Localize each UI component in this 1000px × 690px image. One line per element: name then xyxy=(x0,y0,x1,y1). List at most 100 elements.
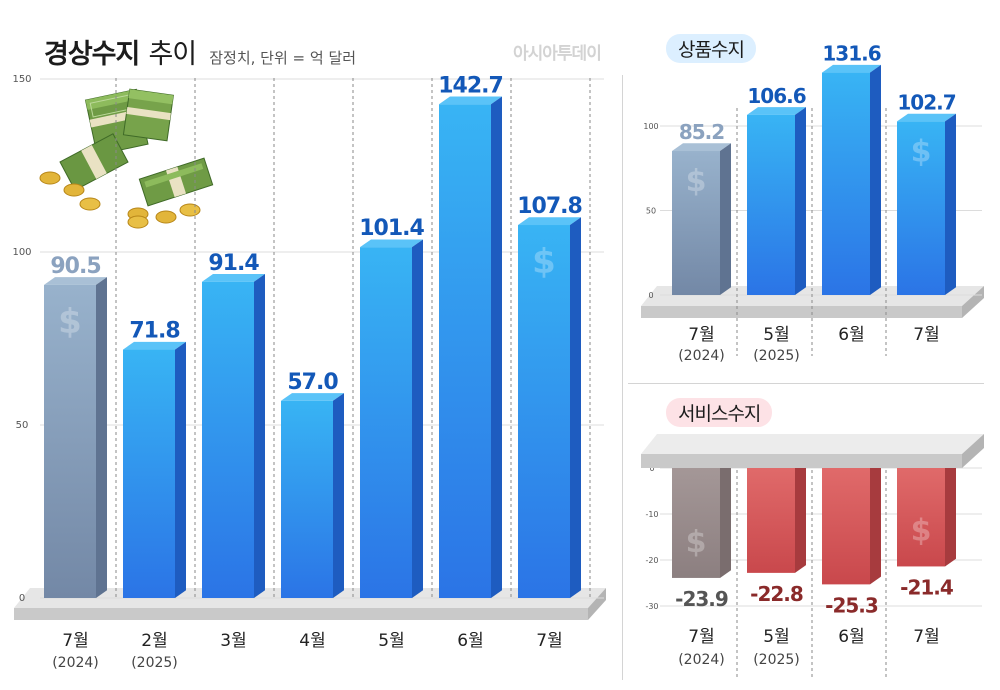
dollar-icon: $ xyxy=(58,302,82,342)
bar-top xyxy=(897,113,956,122)
y-tick-label: -20 xyxy=(645,556,658,565)
bar-front xyxy=(202,281,254,598)
bar-top xyxy=(360,239,423,248)
bar-side xyxy=(96,277,107,598)
services-bars: $ -23.9 7월 (2024) -22.8 5월 (2025) -25.3 6월 $ -21.4… xyxy=(672,460,956,668)
x-tick-label: 7월 xyxy=(913,627,939,647)
title-main: 경상수지 xyxy=(44,39,140,70)
bar-front xyxy=(672,468,720,578)
x-tick-label: 6월 xyxy=(457,631,483,651)
value-label: 90.5 xyxy=(50,254,100,279)
y-tick-label: 50 xyxy=(16,420,29,431)
x-tick-year: (2024) xyxy=(678,652,725,668)
y-tick-label: 0 xyxy=(649,464,654,473)
main-bars: $90.5 7월 (2024) 71.8 2월 (2025) 91.4 3월 57.0 4월 101… xyxy=(44,73,583,671)
bar-4: $ -21.4 7월 xyxy=(897,460,956,647)
goods-bars: $85.2 7월 (2024) 106.6 5월 (2025) 131.6 6월 $102.7 7… xyxy=(672,42,957,364)
bar-side xyxy=(795,460,806,573)
x-tick-label: 5월 xyxy=(378,631,404,651)
bar-front xyxy=(747,114,795,295)
value-label: 101.4 xyxy=(359,216,424,241)
y-tick-label: 0 xyxy=(19,593,25,604)
bar-3: 131.6 6월 xyxy=(822,42,882,345)
bar-1: $90.5 7월 (2024) xyxy=(44,254,107,671)
value-label: 107.8 xyxy=(517,194,582,219)
bar-top xyxy=(123,341,186,350)
bar-front xyxy=(672,151,720,295)
value-label: 106.6 xyxy=(747,84,805,108)
bar-6: 142.7 6월 xyxy=(438,73,504,651)
bar-1: $85.2 7월 (2024) xyxy=(672,120,731,364)
bar-2: -22.8 5월 (2025) xyxy=(747,460,806,668)
bar-2: 106.6 5월 (2025) xyxy=(747,84,807,364)
x-tick-label: 7월 xyxy=(536,631,562,651)
bar-front xyxy=(360,247,412,598)
bar-3: 91.4 3월 xyxy=(202,251,265,651)
bar-top xyxy=(822,64,881,73)
bar-side xyxy=(491,96,502,599)
x-tick-year: (2025) xyxy=(131,655,178,671)
y-tick-label: 50 xyxy=(646,207,656,216)
bar-side xyxy=(795,107,806,296)
y-tick-label: 150 xyxy=(12,74,31,85)
bar-side xyxy=(945,460,956,567)
bar-front xyxy=(747,468,795,573)
bar-side xyxy=(333,393,344,598)
y-tick-label: -10 xyxy=(645,510,658,519)
y-tick-label: 0 xyxy=(648,291,653,300)
bar-front xyxy=(822,468,870,585)
value-label: -25.3 xyxy=(825,593,878,617)
bar-top xyxy=(672,143,731,152)
value-label: -23.9 xyxy=(675,587,728,611)
bar-side xyxy=(720,143,731,295)
bar-front xyxy=(518,225,570,598)
bar-side xyxy=(945,113,956,295)
bar-3: -25.3 6월 xyxy=(822,460,881,647)
bar-top xyxy=(281,393,344,401)
bar-front xyxy=(897,121,945,295)
dollar-icon: $ xyxy=(911,134,932,169)
bar-top xyxy=(44,277,107,285)
title-suffix: 추이 xyxy=(148,39,197,70)
bar-front xyxy=(439,104,491,599)
bar-side xyxy=(720,460,731,578)
y-tick-label: 100 xyxy=(12,247,31,258)
brand-watermark: 아시아투데이 xyxy=(513,44,602,64)
x-tick-label: 7월 xyxy=(688,627,714,647)
bar-front xyxy=(44,284,96,598)
money-illustration xyxy=(39,88,214,229)
bar-top xyxy=(202,274,265,282)
panel-divider-horizontal xyxy=(628,383,984,384)
bar-front xyxy=(822,72,870,295)
bar-2: 71.8 2월 (2025) xyxy=(123,319,186,671)
x-tick-year: (2024) xyxy=(52,655,99,671)
value-label: 57.0 xyxy=(287,370,338,395)
dollar-icon: $ xyxy=(686,164,707,199)
bar-4: 57.0 4월 xyxy=(281,370,344,651)
panel-divider-vertical xyxy=(622,75,623,680)
x-tick-label: 6월 xyxy=(838,325,864,345)
y-tick-label: 100 xyxy=(643,122,658,131)
value-label: 102.7 xyxy=(897,90,955,114)
bar-top xyxy=(747,107,806,115)
bar-side xyxy=(570,217,581,598)
x-tick-year: (2025) xyxy=(753,652,800,668)
x-tick-label: 6월 xyxy=(838,627,864,647)
x-tick-year: (2024) xyxy=(678,348,725,364)
bar-front xyxy=(897,468,945,567)
bar-front xyxy=(281,400,333,598)
bar-side xyxy=(412,239,423,598)
services-chart-ceiling xyxy=(641,434,984,468)
x-tick-label: 7월 xyxy=(62,631,88,651)
bar-1: $ -23.9 7월 (2024) xyxy=(672,460,731,668)
value-label: -22.8 xyxy=(750,582,803,606)
bar-5: 101.4 5월 xyxy=(359,216,425,651)
value-label: 131.6 xyxy=(822,42,880,66)
x-tick-label: 7월 xyxy=(913,325,939,345)
chart-title: 경상수지 추이 잠정치, 단위 = 억 달러 xyxy=(44,32,356,71)
x-tick-label: 5월 xyxy=(763,627,789,647)
bar-side xyxy=(870,460,881,585)
value-label: 91.4 xyxy=(208,251,259,276)
dollar-icon: $ xyxy=(532,242,556,282)
bar-front xyxy=(123,349,175,598)
